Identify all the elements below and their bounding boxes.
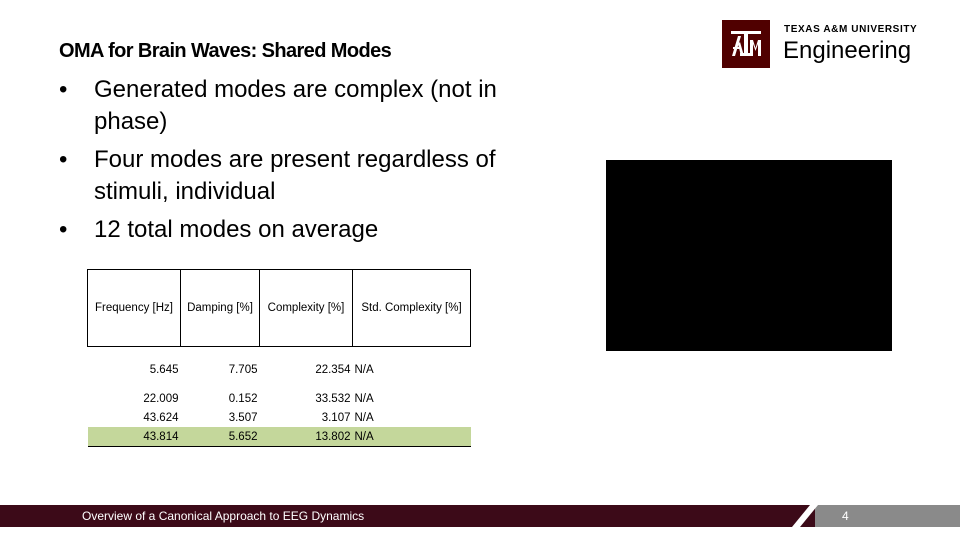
cell-std-complexity: N/A (354, 411, 374, 424)
cell-complexity: 33.532 (315, 392, 351, 405)
cell-damping: 3.507 (228, 411, 258, 424)
cell-damping: 0.152 (228, 392, 258, 405)
bullet-text: Generated modes are complex (not in phas… (94, 76, 497, 135)
modes-table: Frequency [Hz] Damping [%] Complexity [%… (87, 269, 471, 447)
bullet-dot: • (59, 216, 68, 243)
cell-frequency: 5.645 (149, 364, 179, 376)
column-header-complexity: Complexity [%] (259, 269, 353, 347)
bullet-dot: • (59, 146, 68, 173)
bullet-list: • Generated modes are complex (not in ph… (59, 74, 504, 252)
table-row: 22.009 0.152 33.532 N/A (88, 389, 471, 408)
logo-department-name: Engineering (783, 37, 912, 64)
cell-complexity: 22.354 (315, 364, 351, 376)
table-row: 5.645 7.705 22.354 N/A (88, 347, 471, 390)
footer-bar: Overview of a Canonical Approach to EEG … (0, 505, 960, 527)
footer-presentation-title: Overview of a Canonical Approach to EEG … (82, 509, 365, 523)
column-header-std-complexity: Std. Complexity [%] (352, 269, 471, 347)
page-number: 4 (842, 509, 849, 523)
atm-logo-icon (722, 20, 770, 68)
footer-divider-stripe (792, 505, 818, 527)
cell-damping: 7.705 (228, 364, 258, 376)
cell-complexity: 13.802 (259, 427, 353, 447)
bullet-item: • Four modes are present regardless of s… (59, 144, 504, 208)
bullet-text: Four modes are present regardless of sti… (94, 146, 496, 205)
cell-damping: 5.652 (180, 427, 260, 447)
cell-std-complexity: N/A (352, 427, 471, 447)
table-header-row: Frequency [Hz] Damping [%] Complexity [%… (87, 269, 471, 347)
university-logo: TEXAS A&M UNIVERSITY Engineering (722, 20, 922, 70)
bullet-text: 12 total modes on average (94, 216, 379, 243)
logo-university-name: TEXAS A&M UNIVERSITY (784, 24, 918, 35)
cell-frequency: 22.009 (143, 392, 179, 405)
footer-gray-band (815, 505, 960, 527)
cell-std-complexity: N/A (354, 364, 374, 376)
cell-frequency: 43.814 (87, 427, 181, 447)
footer-maroon-band (0, 505, 815, 527)
bullet-dot: • (59, 76, 68, 103)
table-row-highlighted: 43.814 5.652 13.802 N/A (87, 427, 471, 447)
table-row: 43.624 3.507 3.107 N/A (88, 408, 471, 427)
slide-title: OMA for Brain Waves: Shared Modes (59, 40, 392, 62)
column-header-frequency: Frequency [Hz] (87, 269, 181, 347)
cell-complexity: 3.107 (321, 411, 351, 424)
column-header-damping: Damping [%] (180, 269, 260, 347)
media-placeholder (606, 160, 892, 351)
bullet-item: • 12 total modes on average (59, 214, 504, 246)
cell-std-complexity: N/A (354, 392, 374, 405)
bullet-item: • Generated modes are complex (not in ph… (59, 74, 504, 138)
cell-frequency: 43.624 (143, 411, 179, 424)
